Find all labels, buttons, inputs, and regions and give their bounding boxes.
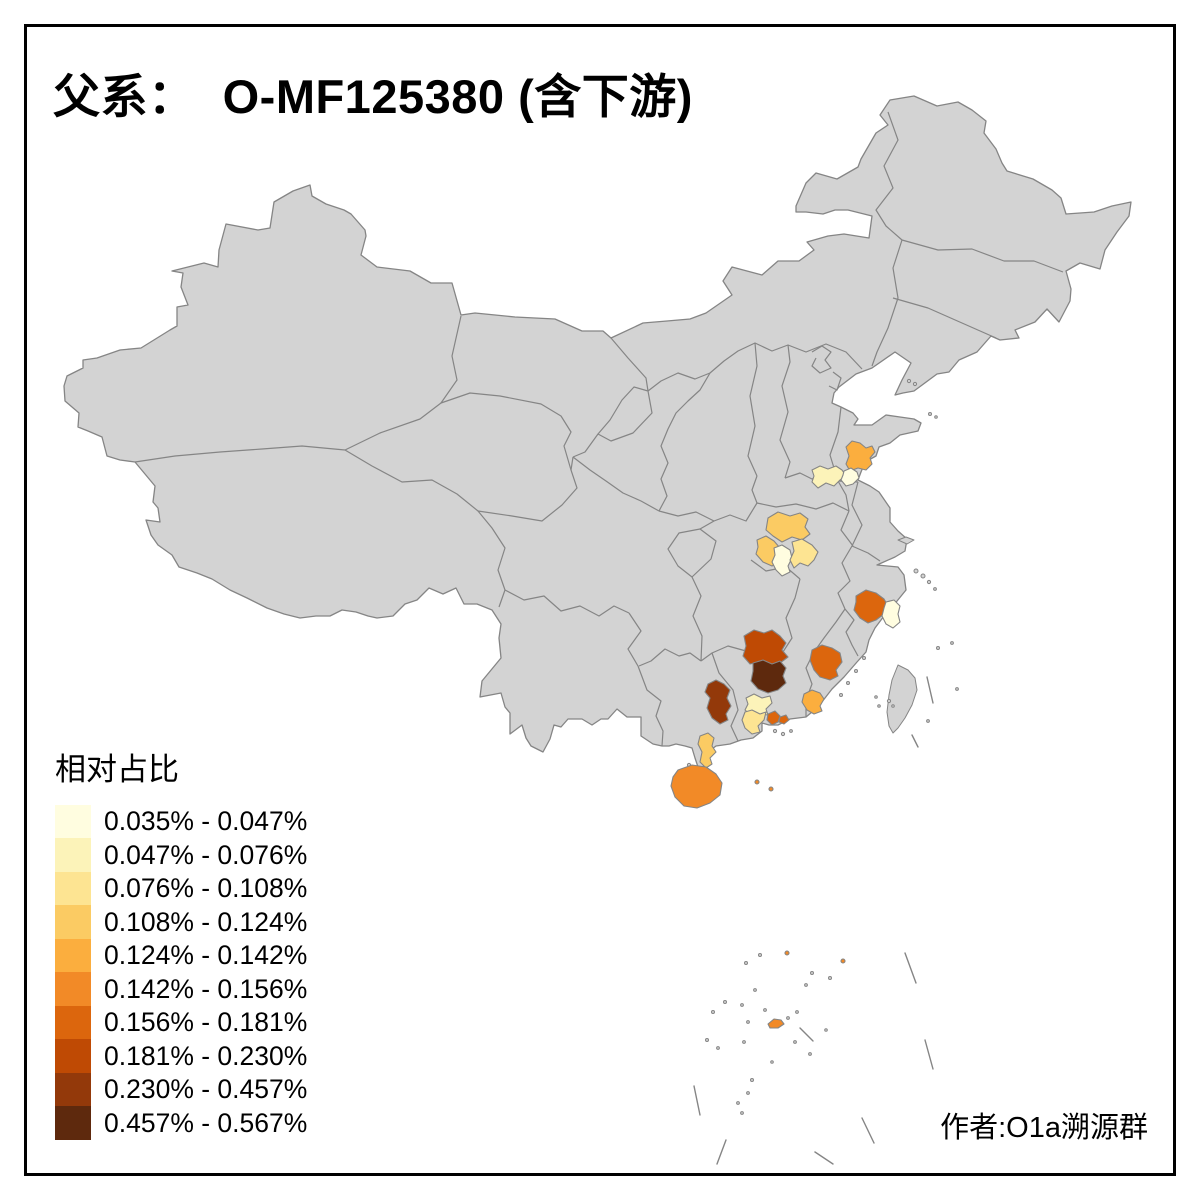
legend-label: 0.181% - 0.230% [104,1040,308,1071]
legend-swatch [55,838,91,873]
legend-swatch [55,1106,91,1141]
legend-row: 0.035% - 0.047% [55,804,308,839]
figure-border [24,24,1176,1176]
region-xiangyang [765,511,811,543]
region-qingdao [845,440,876,472]
legend-label: 0.108% - 0.124% [104,906,308,937]
region-quanzhou [809,644,843,681]
legend-swatch [55,1005,91,1040]
region-heze-east [840,467,860,487]
legend-label: 0.142% - 0.156% [104,973,308,1004]
region-wenzhou [881,599,901,629]
chongming-island [897,536,915,545]
legend-swatch [55,938,91,973]
legend-label: 0.035% - 0.047% [104,806,308,837]
legend-row: 0.108% - 0.124% [55,905,308,940]
region-islet-c [784,950,790,956]
region-lishui [853,589,889,624]
author-credit: 作者:O1a溯源群 [940,1112,1148,1144]
province-borders [134,111,1064,747]
legend-row: 0.156% - 0.181% [55,1005,308,1040]
legend-swatch [55,804,91,839]
legend-swatch [55,871,91,906]
china-mainland-outline [63,95,1132,771]
region-jingzhou-east [789,538,819,569]
region-zhuhai [778,714,790,725]
taiwan-island [886,664,918,734]
legend-row: 0.142% - 0.156% [55,972,308,1007]
colored-prefectures [670,440,901,1029]
region-islet-b [768,786,774,792]
legend-label: 0.076% - 0.108% [104,873,308,904]
gray-islands [686,378,959,1115]
legend-row: 0.076% - 0.108% [55,871,308,906]
region-jingmen [771,544,793,577]
sea-dash-segments [693,676,934,1165]
region-qingyuan [750,659,787,694]
legend-label: 0.457% - 0.567% [104,1107,308,1138]
legend-swatch [55,905,91,940]
legend-title: 相对占比 [55,752,179,787]
legend-label: 0.047% - 0.076% [104,839,308,870]
region-islet-d [840,958,846,964]
legend-row: 0.230% - 0.457% [55,1072,308,1107]
region-zhanjiang [697,732,717,769]
legend-swatch [55,1072,91,1107]
region-shaoguan [742,629,789,667]
legend-label: 0.124% - 0.142% [104,940,308,971]
legend-row: 0.124% - 0.142% [55,938,308,973]
region-heze-west [811,465,847,489]
figure-title: 父系： O-MF125380 (含下游) [53,70,693,123]
region-jieyang [801,689,825,715]
region-wuzhou [704,679,732,725]
legend-row: 0.047% - 0.076% [55,838,308,873]
legend-row: 0.181% - 0.230% [55,1039,308,1074]
region-xisha-island [767,1018,785,1029]
legend-swatch [55,972,91,1007]
region-zhongshan [766,710,781,726]
region-islet-a [754,779,760,785]
region-hainan [670,764,723,809]
legend: 相对占比 0.035% - 0.047% 0.047% - 0.076% 0.0… [55,744,308,1141]
legend-row: 0.457% - 0.567% [55,1106,308,1141]
region-yunfu [741,709,767,735]
legend-label: 0.156% - 0.181% [104,1007,308,1038]
legend-swatch [55,1039,91,1074]
legend-label: 0.230% - 0.457% [104,1074,308,1105]
